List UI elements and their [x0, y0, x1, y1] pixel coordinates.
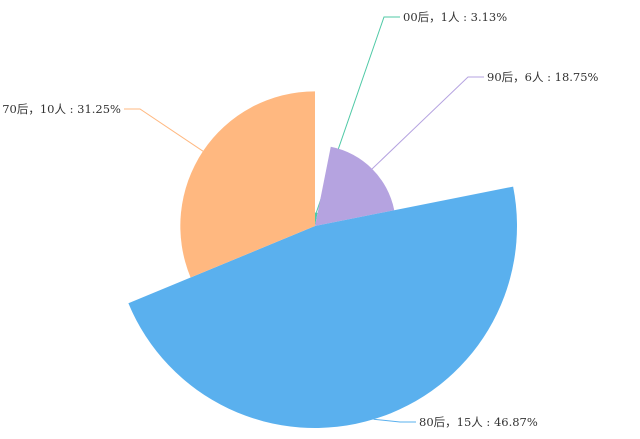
pie-slice-0[interactable] — [315, 212, 318, 226]
leader-line-0 — [315, 16, 400, 213]
leader-line-2 — [373, 418, 416, 423]
slice-label-2: 80后，15人 : 46.87% — [419, 415, 538, 429]
leader-line-1 — [371, 76, 484, 170]
pie-slice-3[interactable] — [180, 91, 315, 278]
slice-label-1: 90后，6人 : 18.75% — [487, 70, 599, 84]
pie-slice-2[interactable] — [128, 186, 517, 428]
slice-label-0: 00后，1人 : 3.13% — [403, 10, 507, 24]
leader-line-3 — [124, 108, 204, 152]
pie-slice-1[interactable] — [315, 146, 395, 226]
slice-label-3: 70后，10人 : 31.25% — [2, 102, 121, 116]
